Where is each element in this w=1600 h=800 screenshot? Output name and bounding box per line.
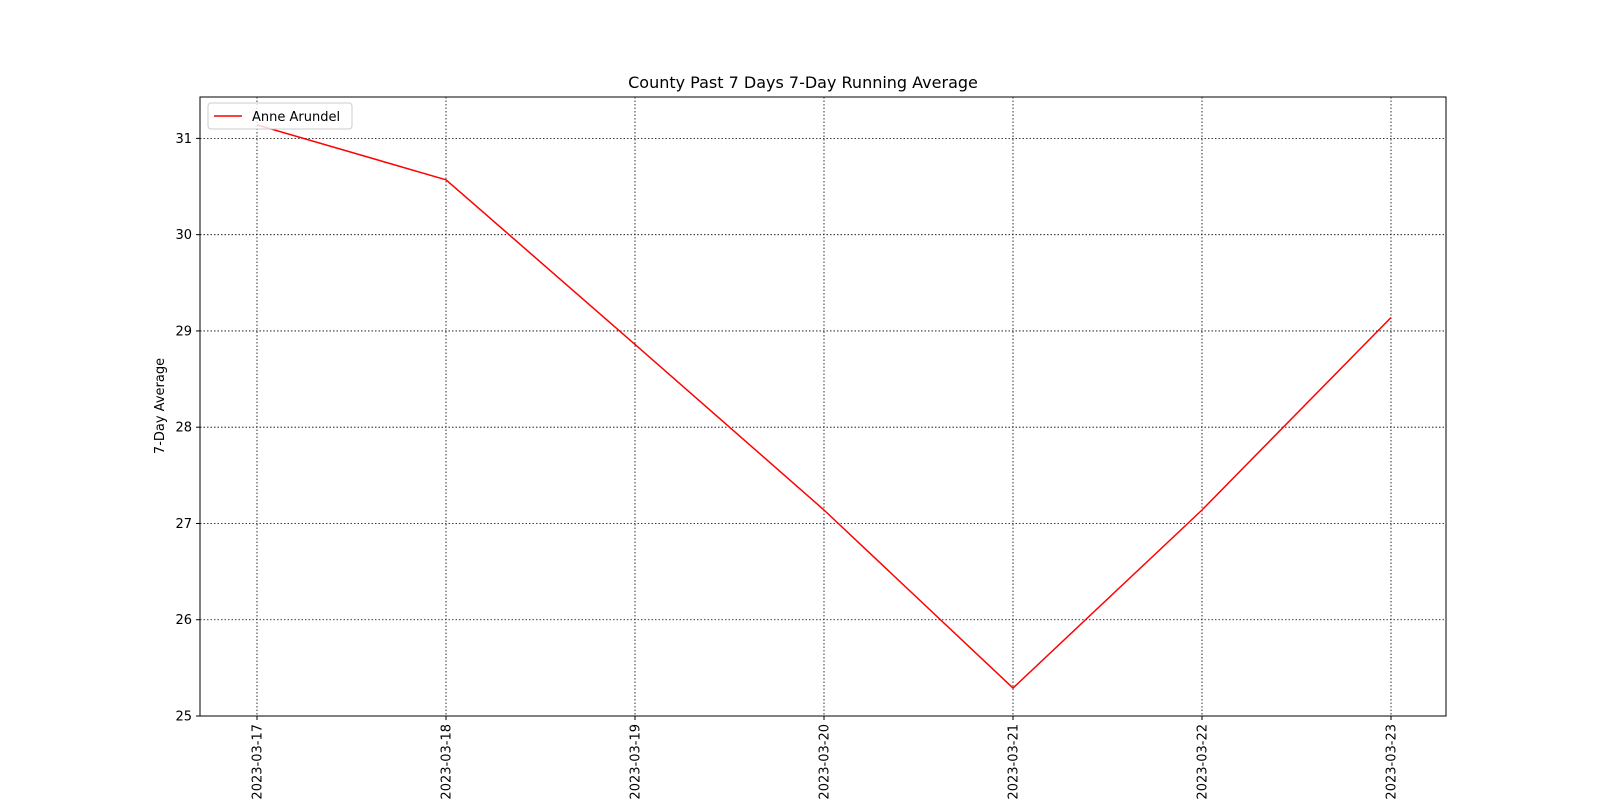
y-axis: 25 26 27 28 29 30 31 (175, 132, 200, 725)
x-tick-label: 2023-03-23 (1385, 724, 1400, 800)
series-line (256, 124, 1392, 689)
x-tick-label: 2023-03-20 (818, 724, 833, 800)
x-tick-label: 2023-03-19 (629, 724, 644, 800)
y-tick-label: 29 (175, 324, 192, 339)
x-tick-label: 2023-03-17 (251, 724, 266, 800)
plot-area-frame (199, 96, 1447, 717)
x-tick-label: 2023-03-21 (1007, 724, 1022, 800)
y-tick-label: 31 (175, 132, 192, 147)
y-tick-label: 28 (175, 421, 192, 436)
y-axis-label: 7-Day Average (153, 358, 168, 454)
y-tick-label: 25 (175, 710, 192, 725)
chart-title: County Past 7 Days 7-Day Running Average (628, 73, 978, 92)
legend-box (207, 102, 353, 130)
x-tick-label: 2023-03-18 (440, 724, 455, 800)
x-axis: 2023-03-17 2023-03-18 2023-03-19 2023-03-20… (251, 716, 1400, 800)
legend: Anne Arundel (207, 102, 353, 130)
legend-label-anne-arundel: Anne Arundel (252, 110, 340, 125)
series-layer (256, 124, 1392, 689)
y-tick-label: 27 (175, 517, 192, 532)
y-tick-label: 26 (175, 613, 192, 628)
x-tick-label: 2023-03-22 (1196, 724, 1211, 800)
y-tick-label: 30 (175, 228, 192, 243)
